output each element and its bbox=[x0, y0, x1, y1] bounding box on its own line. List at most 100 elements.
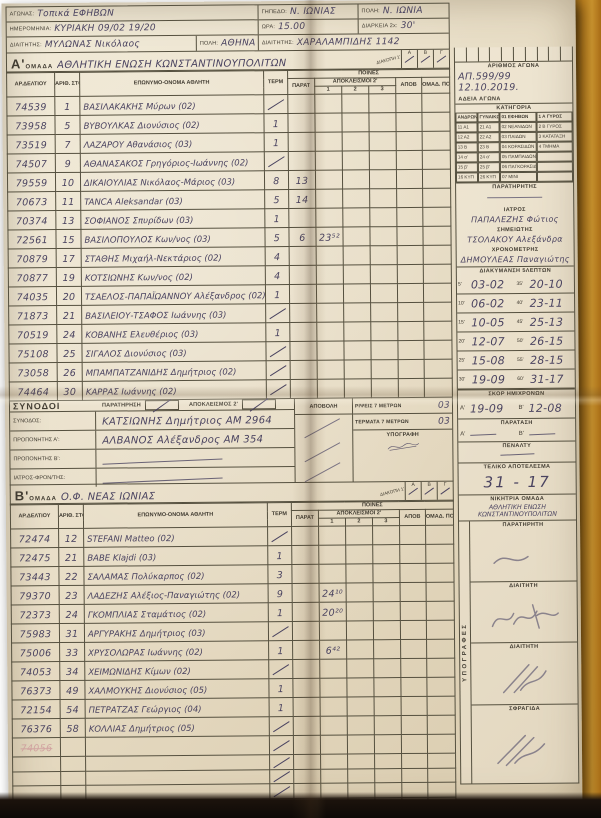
cell-parat bbox=[292, 621, 320, 641]
minute-label: 15' bbox=[458, 319, 465, 326]
team-b-timeout-boxes: ΔΙΑΚΟΠΗ 1' Α Β Γ bbox=[380, 481, 453, 501]
winner-value: ΑΘΛΗΤΙΚΗ ΕΝΩΣΗ ΚΩΝΣΤΑΝΤΙΝΟΥΠΟΛΙΤΩΝ bbox=[477, 503, 557, 519]
cell-e1 bbox=[319, 697, 348, 717]
cell-num: 1 bbox=[54, 96, 80, 116]
cell-apob bbox=[396, 150, 423, 170]
cell-e1 bbox=[316, 284, 344, 304]
cell-id: 70519 bbox=[8, 324, 57, 344]
cell-e1 bbox=[318, 564, 346, 584]
cell-e1 bbox=[319, 659, 347, 679]
flow-row: 25' 15-08 55' 28-15 bbox=[457, 350, 575, 371]
cell-pen bbox=[422, 150, 451, 170]
cell-e1 bbox=[320, 735, 348, 755]
cell-e1 bbox=[318, 545, 346, 565]
cell-e1 bbox=[315, 189, 343, 209]
cell-e3 bbox=[368, 112, 397, 132]
cell-name: ΜΠΑΜΠΑΤΖΑΝΙΔΗΣ Δημήτριος (02) bbox=[82, 360, 267, 382]
cell-name bbox=[85, 754, 270, 771]
cell-term bbox=[265, 341, 291, 361]
flow-row: 20' 12-07 50' 26-15 bbox=[457, 331, 575, 352]
officials-block: ΠΑΡΑΤΗΡΗΤΗΣ ΙΑΤΡΟΣ ΠΑΠΑΛΕΖΗΣ Φώτιος ΣΗΜΕΙΩΤ… bbox=[456, 182, 574, 268]
cell-pen bbox=[427, 753, 456, 768]
cell-term: 1 bbox=[268, 640, 293, 660]
cell-parat bbox=[291, 583, 320, 603]
referee1-signature-box: ΔΙΑΙΤΗΤΗ bbox=[470, 581, 578, 644]
cell-pen bbox=[425, 544, 454, 564]
cell-e2 bbox=[346, 601, 374, 622]
cell-pen bbox=[427, 715, 456, 735]
score-value: 26-15 bbox=[529, 334, 564, 348]
cell-e1: 23⁵² bbox=[315, 227, 344, 247]
category-cell: 11 Α1 bbox=[455, 122, 478, 133]
cell-e2 bbox=[347, 753, 375, 769]
cell-num: 21 bbox=[56, 305, 82, 325]
category-cell: 2 Β ΓΥΡΟΣ bbox=[536, 121, 573, 132]
col-parat: ΠΑΡΑΤ bbox=[287, 78, 315, 95]
cell-apob bbox=[397, 302, 424, 322]
field-diaititis2: ΔΙΑΙΤΗΤΗΣ: ΧΑΡΑΛΑΜΠΙΔΗΣ 1142 bbox=[261, 36, 400, 48]
cell-apob bbox=[398, 378, 425, 398]
cell-e1 bbox=[317, 360, 345, 380]
cell-parat bbox=[292, 697, 321, 717]
cell-id: 74539 bbox=[6, 96, 55, 116]
official-value bbox=[456, 191, 573, 207]
cell-name: BABE Klajdi (03) bbox=[83, 545, 268, 567]
cell-e1 bbox=[320, 716, 348, 736]
cell-pen bbox=[426, 620, 455, 640]
cell-name bbox=[85, 735, 270, 757]
cell-e2 bbox=[343, 283, 371, 304]
team-a-section-label: Α'ΟΜΑΔΑ bbox=[10, 56, 54, 72]
cell-e1 bbox=[320, 768, 348, 784]
digit-box bbox=[490, 47, 503, 62]
cell-term: 3 bbox=[267, 564, 292, 584]
cell-term: 8 bbox=[264, 170, 289, 190]
cell-term bbox=[269, 716, 294, 736]
cell-id: 72373 bbox=[11, 604, 60, 624]
digit-box bbox=[525, 46, 538, 61]
cell-apob bbox=[397, 245, 424, 265]
score-value: 12-07 bbox=[471, 334, 505, 348]
field-poli2: ΠΟΛΗ: ΑΘΗΝΑ bbox=[196, 35, 259, 51]
cell-name: TANCA Aleksandar (03) bbox=[80, 189, 265, 211]
cell-term bbox=[263, 94, 288, 114]
agonas-value: Τοπικά ΕΦΗΒΩΝ bbox=[37, 8, 115, 20]
cell-e2 bbox=[342, 150, 370, 171]
cell-e2 bbox=[345, 544, 373, 565]
cell-parat bbox=[293, 754, 321, 770]
timeout-cell-b: Β bbox=[420, 481, 437, 500]
cell-id: 72561 bbox=[7, 229, 57, 249]
cell-id: 71873 bbox=[8, 305, 57, 325]
cell-id: 70374 bbox=[7, 210, 56, 230]
cell-apob bbox=[401, 753, 428, 769]
cell-name: ΧΕΙΜΩΝΙΔΗΣ Κίμων (02) bbox=[84, 659, 269, 681]
cell-id: 73519 bbox=[7, 134, 56, 154]
field-gipedo: ΓΗΠΕΔΟ: Ν. ΙΩΝΙΑΣ bbox=[258, 4, 359, 20]
cell-name: ΚΑΡΡΑΣ Ιωάννης (02) bbox=[82, 379, 267, 401]
cell-term: 1 bbox=[267, 545, 292, 565]
cell-term bbox=[268, 659, 293, 679]
flow-row: 15' 10-05 45' 25-13 bbox=[457, 312, 575, 333]
category-cell: 4 ΤΜΗΜΑ bbox=[536, 141, 573, 152]
cell-e1 bbox=[314, 94, 342, 114]
cell-e3 bbox=[373, 601, 401, 621]
cell-pen bbox=[424, 378, 453, 398]
cell-e3 bbox=[374, 753, 402, 769]
cell-e1 bbox=[319, 678, 347, 698]
team-b-section-label: Β'ΟΜΑΔΑ bbox=[14, 488, 57, 504]
halves-scores: Α' 19-09 Β' 12-08 bbox=[458, 398, 575, 419]
cell-pen bbox=[422, 207, 451, 227]
cell-term: 5 bbox=[264, 189, 289, 209]
stamp-scribble bbox=[496, 735, 545, 767]
cell-term: 5 bbox=[264, 227, 290, 247]
cell-apob bbox=[396, 207, 423, 227]
col-id: ΑΡ.ΔΕΛΤΙΟΥ bbox=[6, 72, 55, 97]
cell-id: 73058 bbox=[9, 362, 58, 382]
poli2-value: ΑΘΗΝΑ bbox=[221, 37, 256, 49]
cell-e3 bbox=[373, 658, 401, 678]
termata-7m: ΤΕΡΜΑΤΑ 7 ΜΕΤΡΩΝ 03 bbox=[353, 413, 453, 431]
cell-e1 bbox=[318, 526, 346, 546]
cell-apob bbox=[395, 112, 423, 132]
minute-label: 20' bbox=[458, 338, 465, 345]
official-value: ΠΑΠΑΛΕΖΗΣ Φώτιος bbox=[471, 214, 559, 225]
cell-num bbox=[60, 756, 86, 772]
